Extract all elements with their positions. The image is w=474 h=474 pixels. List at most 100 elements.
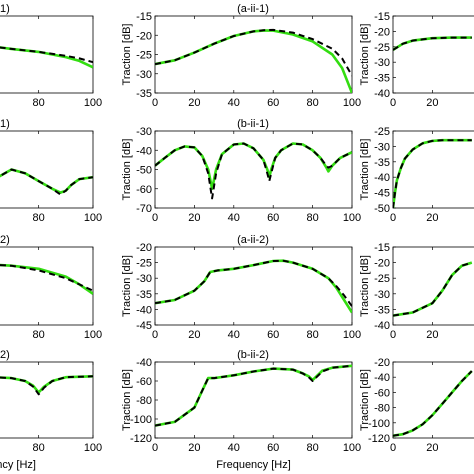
y-tick-label: -30 xyxy=(136,273,152,285)
x-tick-label: 40 xyxy=(228,212,240,224)
x-tick-label: 80 xyxy=(306,442,318,454)
y-tick-label: -30 xyxy=(374,289,390,301)
x-tick-label: 100 xyxy=(343,212,361,224)
y-tick-label: -20 xyxy=(136,242,152,254)
y-tick-label: -35 xyxy=(136,289,152,301)
y-axis-title: Traction [dB] xyxy=(121,255,133,317)
y-tick-label: -50 xyxy=(374,203,390,215)
x-tick-label: 100 xyxy=(343,442,361,454)
plot-area xyxy=(393,36,472,52)
axes-frame xyxy=(154,246,353,326)
y-tick-label: -60 xyxy=(374,387,390,399)
series-line-green xyxy=(393,138,472,208)
x-tick-label: 80 xyxy=(33,442,45,454)
x-tick-label: 100 xyxy=(84,329,102,341)
y-tick-label: -80 xyxy=(136,395,152,407)
y-tick-label: -35 xyxy=(374,304,390,316)
panel-a-i-1: 60801001) xyxy=(0,3,102,109)
axes-frame xyxy=(0,246,94,326)
x-tick-label: 100 xyxy=(343,97,361,109)
series-line-green xyxy=(155,259,352,314)
x-tick-label: 20 xyxy=(426,212,438,224)
plot-area xyxy=(393,261,473,317)
series-line-green xyxy=(393,370,473,437)
x-tick-label: 100 xyxy=(343,329,361,341)
x-tick-label: 20 xyxy=(188,329,200,341)
y-tick-label: -25 xyxy=(136,50,152,62)
y-tick-label: -20 xyxy=(374,357,390,369)
x-tick-label: 0 xyxy=(390,212,396,224)
panel-b-i-2: 6080100Frequency [Hz]2) xyxy=(0,349,102,471)
y-tick-label: -35 xyxy=(374,157,390,169)
y-tick-label: -40 xyxy=(374,372,390,384)
panel-a-i-2: 60801002) xyxy=(0,234,102,341)
x-axis-title: Frequency [Hz] xyxy=(0,459,36,471)
y-tick-label: -15 xyxy=(374,11,390,23)
series-line-black-dashed xyxy=(393,370,473,437)
axes-frame xyxy=(392,361,474,439)
series-line-black-dashed xyxy=(155,364,352,427)
x-tick-label: 80 xyxy=(33,329,45,341)
x-tick-label: 40 xyxy=(228,329,240,341)
axes-frame xyxy=(154,361,353,439)
y-tick-label: -70 xyxy=(136,203,152,215)
series-line-green xyxy=(155,364,352,427)
panel-title: (b-ii-2) xyxy=(237,349,269,361)
y-tick-label: -25 xyxy=(374,42,390,54)
plot-area xyxy=(155,142,352,200)
x-tick-label: 100 xyxy=(84,212,102,224)
series-line-black-dashed xyxy=(0,168,93,196)
y-tick-label: -40 xyxy=(374,172,390,184)
y-tick-label: -40 xyxy=(136,357,152,369)
y-tick-label: -20 xyxy=(136,30,152,42)
axes-frame xyxy=(0,130,94,209)
x-tick-label: 20 xyxy=(188,442,200,454)
x-tick-label: 0 xyxy=(152,329,158,341)
x-tick-label: 0 xyxy=(152,97,158,109)
x-tick-label: 40 xyxy=(228,97,240,109)
plot-area xyxy=(393,370,473,437)
x-tick-label: 20 xyxy=(426,442,438,454)
series-line-green xyxy=(0,263,93,295)
y-tick-label: -35 xyxy=(136,88,152,100)
x-axis-title: Frequency [Hz] xyxy=(216,459,291,471)
x-tick-label: 0 xyxy=(152,212,158,224)
x-tick-label: 20 xyxy=(426,97,438,109)
plot-area xyxy=(0,263,93,295)
panel-title: 1) xyxy=(0,3,10,15)
series-line-black-dashed xyxy=(393,261,473,317)
x-tick-label: 20 xyxy=(188,97,200,109)
y-tick-label: -30 xyxy=(374,57,390,69)
plot-area xyxy=(0,375,93,396)
y-tick-label: -20 xyxy=(374,26,390,38)
y-tick-label: -40 xyxy=(374,320,390,332)
axes-frame xyxy=(392,246,474,326)
y-axis-title: Traction [dB] xyxy=(121,139,133,201)
y-axis-title: Traction [dB] xyxy=(121,24,133,86)
x-tick-label: 20 xyxy=(188,212,200,224)
y-tick-label: -50 xyxy=(136,165,152,177)
x-tick-label: 100 xyxy=(84,442,102,454)
x-tick-label: 80 xyxy=(33,97,45,109)
x-tick-label: 100 xyxy=(84,97,102,109)
series-line-green xyxy=(155,142,352,191)
axes-frame xyxy=(154,130,353,209)
y-tick-label: -100 xyxy=(368,418,390,430)
y-axis-title: Traction [dB] xyxy=(359,369,371,431)
plot-area xyxy=(0,168,93,196)
y-tick-label: -120 xyxy=(368,433,390,445)
y-tick-label: -30 xyxy=(136,126,152,138)
x-tick-label: 0 xyxy=(152,442,158,454)
series-line-black-dashed xyxy=(0,46,93,64)
series-line-green xyxy=(155,29,352,93)
x-tick-label: 60 xyxy=(267,329,279,341)
x-tick-label: 80 xyxy=(306,329,318,341)
panel-title: (b-ii-1) xyxy=(237,118,269,130)
